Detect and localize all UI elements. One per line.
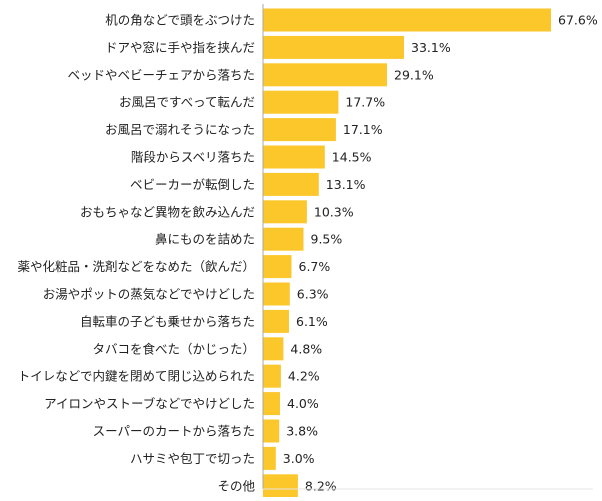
category-label: 自転車の子ども乗せから落ちた bbox=[80, 314, 255, 329]
value-label: 4.8% bbox=[290, 341, 322, 356]
value-label: 14.5% bbox=[332, 150, 372, 165]
bar bbox=[263, 172, 319, 196]
value-label: 6.3% bbox=[297, 287, 329, 302]
bar bbox=[263, 35, 404, 59]
bar bbox=[263, 419, 280, 443]
value-label: 10.3% bbox=[314, 204, 354, 219]
value-label: 3.0% bbox=[283, 451, 315, 466]
category-label: お湯やポットの蒸気などでやけどした bbox=[43, 287, 255, 302]
category-label: お風呂で溺れそうになった bbox=[105, 122, 255, 137]
bar bbox=[263, 392, 280, 416]
category-label: 階段からスベリ落ちた bbox=[131, 150, 255, 165]
bar bbox=[263, 337, 284, 361]
value-label: 6.1% bbox=[296, 314, 328, 329]
bar bbox=[263, 282, 290, 306]
category-label: スーパーのカートから落ちた bbox=[93, 424, 255, 439]
bar bbox=[263, 118, 336, 142]
bar bbox=[263, 474, 298, 498]
category-label: ベッドやベビーチェアから落ちた bbox=[67, 67, 255, 82]
value-label: 3.8% bbox=[286, 424, 318, 439]
bar bbox=[263, 255, 292, 279]
value-label: 4.0% bbox=[287, 396, 319, 411]
value-label: 29.1% bbox=[394, 67, 434, 82]
category-label: その他 bbox=[217, 478, 255, 493]
value-label: 17.1% bbox=[343, 122, 383, 137]
category-label: タバコを食べた（かじった） bbox=[92, 341, 255, 356]
category-label: アイロンやストーブなどでやけどした bbox=[44, 396, 255, 411]
category-label: お風呂ですべって転んだ bbox=[119, 95, 255, 110]
category-label: トイレなどで内鍵を閉めて閉じ込められた bbox=[18, 369, 255, 384]
value-label: 33.1% bbox=[411, 40, 451, 55]
bar bbox=[263, 90, 339, 114]
bar bbox=[263, 227, 304, 251]
bar bbox=[263, 309, 289, 333]
category-label: ベビーカーが転倒した bbox=[130, 177, 255, 192]
category-label: 薬や化粧品・洗剤などをなめた（飲んだ） bbox=[17, 259, 255, 274]
bar bbox=[263, 63, 387, 87]
category-label: ドアや窓に手や指を挟んだ bbox=[105, 40, 255, 55]
value-label: 6.7% bbox=[299, 259, 331, 274]
category-label: おもちゃなど異物を飲み込んだ bbox=[80, 204, 255, 219]
value-label: 13.1% bbox=[326, 177, 366, 192]
category-label: ハサミや包丁で切った bbox=[130, 451, 255, 466]
value-label: 8.2% bbox=[305, 478, 337, 493]
value-label: 4.2% bbox=[288, 369, 320, 384]
value-label: 17.7% bbox=[345, 95, 385, 110]
bar bbox=[263, 8, 551, 32]
bar bbox=[263, 446, 276, 470]
category-label: 鼻にものを詰めた bbox=[155, 232, 255, 247]
bar bbox=[263, 200, 307, 224]
value-label: 9.5% bbox=[311, 232, 343, 247]
bar bbox=[263, 364, 281, 388]
bar bbox=[263, 145, 325, 169]
value-label: 67.6% bbox=[558, 13, 598, 28]
category-label: 机の角などで頭をぶつけた bbox=[105, 13, 255, 28]
